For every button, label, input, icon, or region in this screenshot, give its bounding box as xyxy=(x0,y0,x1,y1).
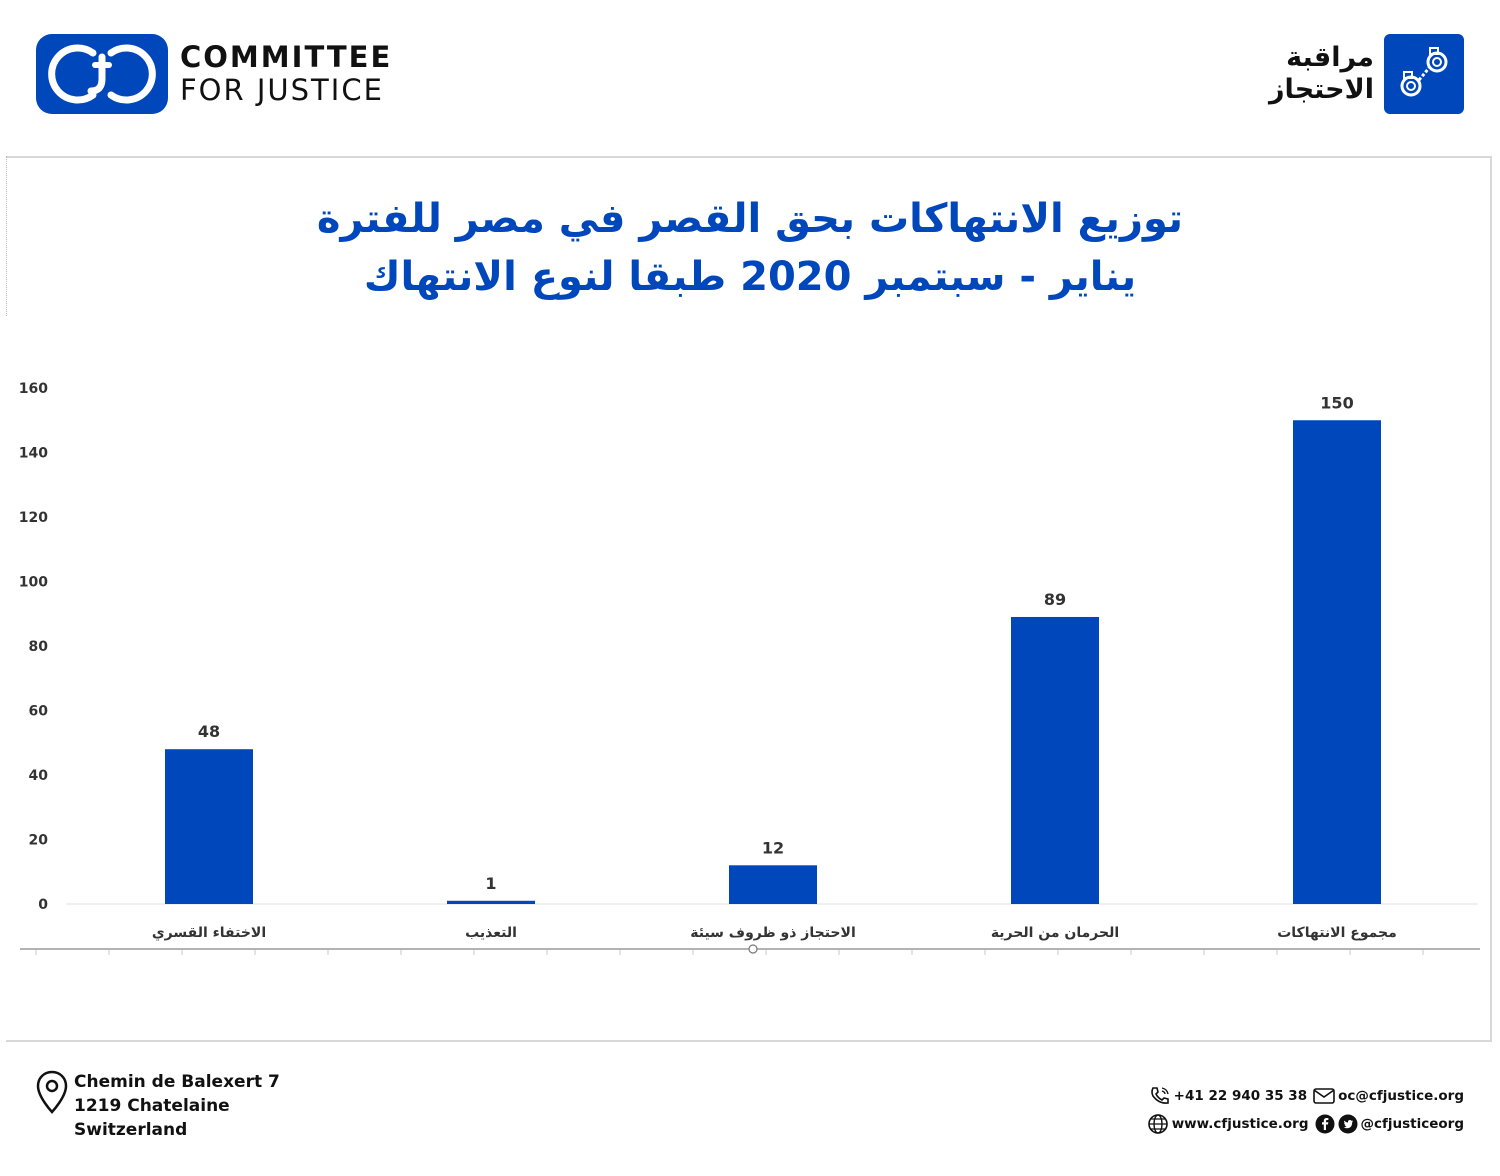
address-block: Chemin de Balexert 7 1219 Chatelaine Swi… xyxy=(36,1070,280,1142)
bar-value-label: 12 xyxy=(762,838,784,857)
y-tick-label: 160 xyxy=(19,381,48,397)
social-handle[interactable]: @cfjusticeorg xyxy=(1360,1116,1465,1132)
cfj-emblem-icon xyxy=(48,44,156,104)
cfj-logo-text: COMMITTEE FOR JUSTICE xyxy=(180,41,392,107)
x-tick-label: التعذيب xyxy=(465,925,517,941)
twitter-icon[interactable] xyxy=(1338,1114,1358,1134)
handcuffs-icon xyxy=(1400,47,1448,97)
y-tick-label: 40 xyxy=(29,768,49,784)
x-tick-label: الحرمان من الحرية xyxy=(991,925,1119,941)
globe-icon xyxy=(1147,1113,1169,1135)
y-tick-label: 0 xyxy=(38,897,48,913)
location-pin-icon xyxy=(36,1070,68,1142)
y-tick-label: 60 xyxy=(29,704,49,720)
y-tick-label: 140 xyxy=(19,446,48,462)
y-tick-label: 20 xyxy=(29,833,49,849)
chart-title-line2: يناير - سبتمبر 2020 طبقا لنوع الانتهاك xyxy=(363,254,1137,300)
y-tick-label: 100 xyxy=(19,575,48,591)
bar-value-label: 1 xyxy=(485,874,496,893)
monitor-line2: الاحتجاز xyxy=(1269,74,1374,105)
scroll-handle[interactable] xyxy=(748,944,758,954)
x-tick-label: الاحتجاز ذو ظروف سيئة xyxy=(690,925,856,941)
org-name-line1: COMMITTEE xyxy=(180,40,393,74)
bar xyxy=(447,900,535,904)
x-tick-label: مجموع الانتهاكات xyxy=(1277,925,1397,941)
x-axis: الاختفاء القسري التعذيب الاحتجاز ذو ظروف س… xyxy=(152,925,1397,942)
y-tick-label: 80 xyxy=(29,639,49,655)
monitor-line1: مراقبة xyxy=(1286,42,1374,73)
bar-value-label: 89 xyxy=(1044,590,1066,609)
bar xyxy=(1011,616,1099,904)
bar xyxy=(1293,420,1381,904)
contact-row-2: www.cfjustice.org @cfjusticeorg xyxy=(1147,1110,1464,1138)
detention-monitor-mark xyxy=(1384,34,1464,114)
contact-block: +41 22 940 35 38 oc@cfjustice.org www.cf… xyxy=(1147,1082,1464,1138)
chart-frame xyxy=(6,156,1492,1042)
bar xyxy=(165,749,253,904)
email-address[interactable]: oc@cfjustice.org xyxy=(1338,1088,1464,1104)
address-line-2: 1219 Chatelaine xyxy=(74,1096,230,1116)
facebook-icon[interactable] xyxy=(1315,1114,1335,1134)
chart-frame-left-edge xyxy=(6,156,8,316)
cfj-logo-mark xyxy=(36,34,168,114)
x-tick-label: الاختفاء القسري xyxy=(152,925,266,942)
org-name-line2: FOR JUSTICE xyxy=(180,73,384,107)
scroll-ticks xyxy=(35,950,1424,955)
bars: 48 1 12 89 150 xyxy=(165,393,1381,904)
y-axis: 0 20 40 60 80 100 120 140 160 xyxy=(19,381,48,913)
cfj-logo: COMMITTEE FOR JUSTICE xyxy=(36,34,392,114)
chart-title: توزيع الانتهاكات بحق القصر في مصر للفترة… xyxy=(0,190,1500,306)
bar-value-label: 48 xyxy=(198,722,220,741)
website-link[interactable]: www.cfjustice.org xyxy=(1171,1116,1309,1132)
phone-icon xyxy=(1149,1086,1171,1106)
phone-number[interactable]: +41 22 940 35 38 xyxy=(1173,1088,1308,1104)
address-line-3: Switzerland xyxy=(74,1120,188,1140)
chart-title-line1: توزيع الانتهاكات بحق القصر في مصر للفترة xyxy=(316,196,1184,242)
detention-monitor-text: مراقبة الاحتجاز xyxy=(1269,42,1374,106)
bar xyxy=(729,865,817,904)
envelope-icon xyxy=(1313,1088,1335,1104)
detention-monitor-logo: مراقبة الاحتجاز xyxy=(1269,34,1464,114)
y-tick-label: 120 xyxy=(19,510,48,526)
bar-value-label: 150 xyxy=(1320,393,1353,412)
address-line-1: Chemin de Balexert 7 xyxy=(74,1072,280,1092)
contact-row-1: +41 22 940 35 38 oc@cfjustice.org xyxy=(1147,1082,1464,1110)
